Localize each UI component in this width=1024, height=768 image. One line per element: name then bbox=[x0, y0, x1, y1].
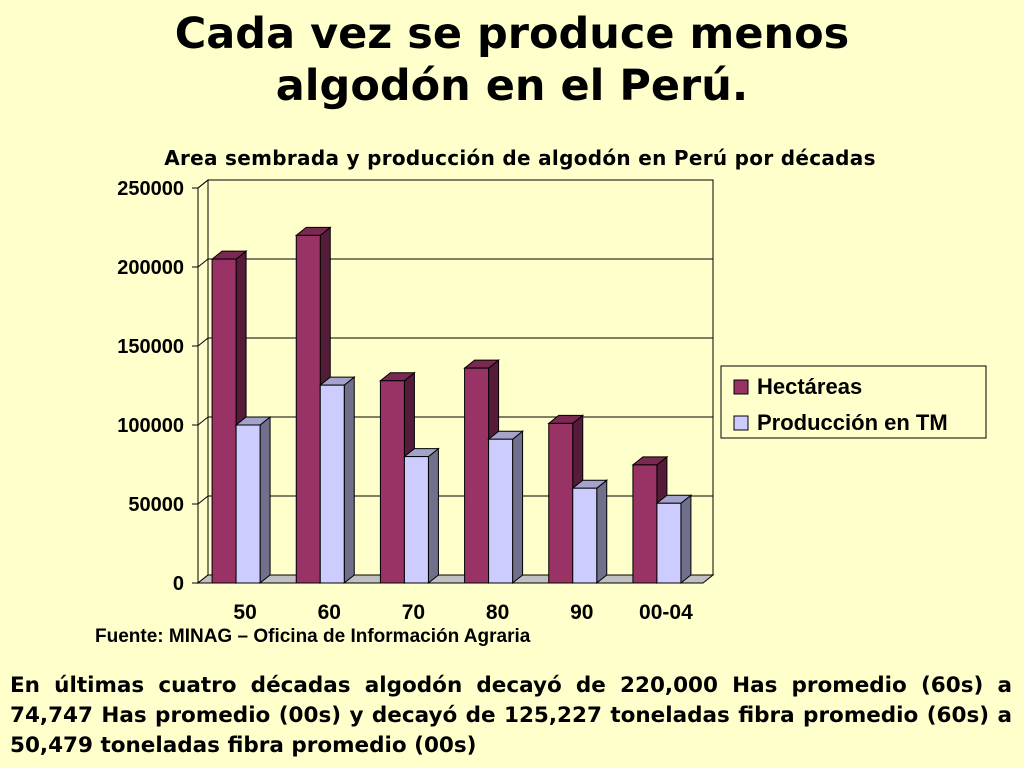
legend-label-hectareas: Hectáreas bbox=[757, 374, 862, 399]
chart-title: Area sembrada y producción de algodón en… bbox=[164, 146, 876, 170]
gridline-side bbox=[197, 337, 209, 347]
gridline-side bbox=[197, 416, 209, 426]
summary-text: En últimas cuatro décadas algodón decayó… bbox=[10, 673, 1012, 758]
x-tick-label: 60 bbox=[318, 601, 341, 624]
bar-front bbox=[656, 502, 682, 584]
bar-hectareas-50 bbox=[210, 250, 248, 585]
bar-produccion-80 bbox=[487, 430, 525, 585]
bar-front bbox=[379, 380, 405, 584]
y-tick-label: 150000 bbox=[117, 336, 184, 358]
bar-produccion-00-04 bbox=[655, 494, 693, 585]
legend-label-produccion: Producción en TM bbox=[757, 410, 948, 435]
bar-front bbox=[488, 438, 514, 584]
bar-front bbox=[548, 422, 574, 584]
bar-side bbox=[427, 447, 439, 585]
slide-title-line-2: algodón en el Perú. bbox=[275, 61, 749, 111]
bar-side bbox=[680, 494, 692, 585]
bar-chart: 0 50000 100000 150000 200000 250000 50 60 70 80 90… bbox=[117, 178, 987, 624]
bar-front bbox=[235, 424, 261, 584]
source-note: Fuente: MINAG – Oficina de Información A… bbox=[95, 626, 531, 647]
legend-box bbox=[720, 365, 987, 439]
bar-produccion-50 bbox=[234, 415, 272, 585]
bar-produccion-70 bbox=[402, 447, 440, 585]
plot-side-wall bbox=[197, 178, 209, 585]
gridline-side bbox=[197, 179, 209, 189]
y-tick-label: 100000 bbox=[117, 415, 184, 437]
gridline-side bbox=[197, 495, 209, 505]
y-tick-label: 0 bbox=[173, 573, 184, 595]
bar-front bbox=[319, 384, 345, 584]
bar-side bbox=[596, 479, 608, 585]
bar-side bbox=[343, 376, 355, 585]
y-tick-label: 200000 bbox=[117, 257, 184, 279]
bar-front bbox=[295, 234, 321, 584]
y-tick-label: 250000 bbox=[117, 178, 184, 200]
x-tick-label: 50 bbox=[233, 601, 256, 624]
bar-produccion-60 bbox=[318, 376, 356, 585]
slide-title: Cada vez se produce menos algodón en el … bbox=[0, 8, 1024, 112]
legend-swatch-hectareas bbox=[733, 379, 749, 395]
x-tick-label: 80 bbox=[486, 601, 509, 624]
slide-title-line-1: Cada vez se produce menos bbox=[174, 9, 850, 59]
bar-front bbox=[632, 464, 658, 584]
bar-side bbox=[259, 415, 271, 585]
bar-side bbox=[512, 430, 524, 585]
bar-front bbox=[403, 456, 429, 584]
bar-front bbox=[211, 258, 237, 584]
x-tick-label: 00-04 bbox=[639, 601, 693, 624]
y-tick-label: 50000 bbox=[128, 494, 184, 516]
bar-produccion-90 bbox=[571, 479, 609, 585]
plot-back-wall bbox=[207, 179, 714, 576]
legend-swatch-produccion bbox=[733, 415, 749, 431]
gridline-side bbox=[197, 258, 209, 268]
bar-front bbox=[464, 367, 490, 584]
bar-front bbox=[572, 487, 598, 584]
x-tick-label: 70 bbox=[402, 601, 425, 624]
x-tick-label: 90 bbox=[570, 601, 593, 624]
